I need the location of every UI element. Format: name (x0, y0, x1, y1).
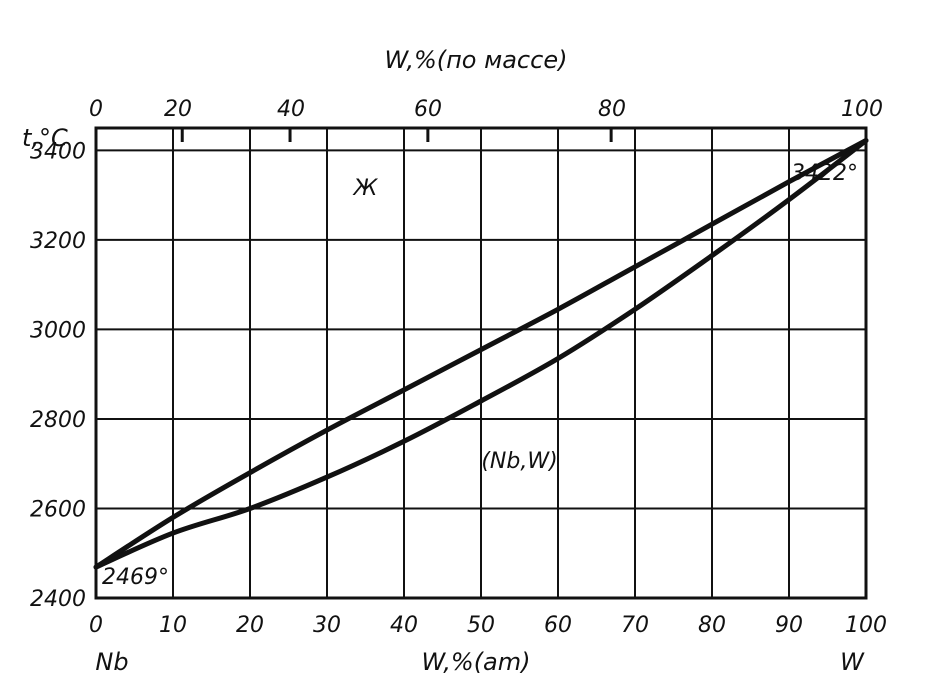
top-tick-label-4: 80 (598, 97, 626, 122)
y-tick-label-0: 2400 (30, 587, 86, 612)
y-axis-title: t,°C (22, 124, 68, 152)
bottom-tick-label-4: 40 (390, 613, 418, 638)
bottom-tick-label-8: 80 (698, 613, 726, 638)
solidus-curve (93, 138, 869, 570)
bottom-tick-label-0: 0 (89, 613, 103, 638)
y-tick-label-3: 3000 (30, 318, 86, 343)
plot-border (94, 126, 868, 600)
top-tick-label-1: 20 (164, 97, 192, 122)
bottom-tick-label-10: 100 (845, 613, 887, 638)
w-melting-point-label: 3422° (791, 161, 858, 186)
top-tick-label-3: 60 (414, 97, 442, 122)
top-axis-title: W,%(по массе) (385, 46, 568, 74)
labels: 0 20 40 60 80 100 W,%(по массе) 0 10 20 30 40 50 60 70… (22, 46, 887, 676)
y-tick-label-4: 3200 (30, 229, 86, 254)
bottom-tick-label-9: 90 (775, 613, 803, 638)
plot-frame (94, 126, 868, 600)
bottom-tick-label-6: 60 (544, 613, 572, 638)
bottom-axis-title: W,%(am) (421, 648, 530, 676)
solid-solution-label: (Nb,W) (481, 449, 557, 474)
y-tick-label-5: 3400 (30, 139, 86, 164)
curves (93, 138, 869, 570)
bottom-tick-label-2: 20 (236, 613, 264, 638)
bottom-tick-label-7: 70 (621, 613, 649, 638)
top-tick-label-5: 100 (841, 97, 883, 122)
liquid-region-label: Ж (352, 176, 379, 201)
liquidus-curve (93, 138, 869, 570)
y-tick-label-2: 2800 (30, 408, 86, 433)
nb-melting-point-label: 2469° (102, 565, 169, 590)
bottom-left-label: Nb (95, 648, 128, 676)
top-tick-label-2: 40 (277, 97, 305, 122)
top-tick-label-0: 0 (89, 97, 103, 122)
bottom-tick-label-1: 10 (159, 613, 187, 638)
bottom-tick-label-3: 30 (313, 613, 341, 638)
grid (95, 128, 867, 599)
y-tick-label-1: 2600 (30, 497, 86, 522)
bottom-tick-label-5: 50 (467, 613, 495, 638)
bottom-right-label: W (840, 648, 865, 676)
